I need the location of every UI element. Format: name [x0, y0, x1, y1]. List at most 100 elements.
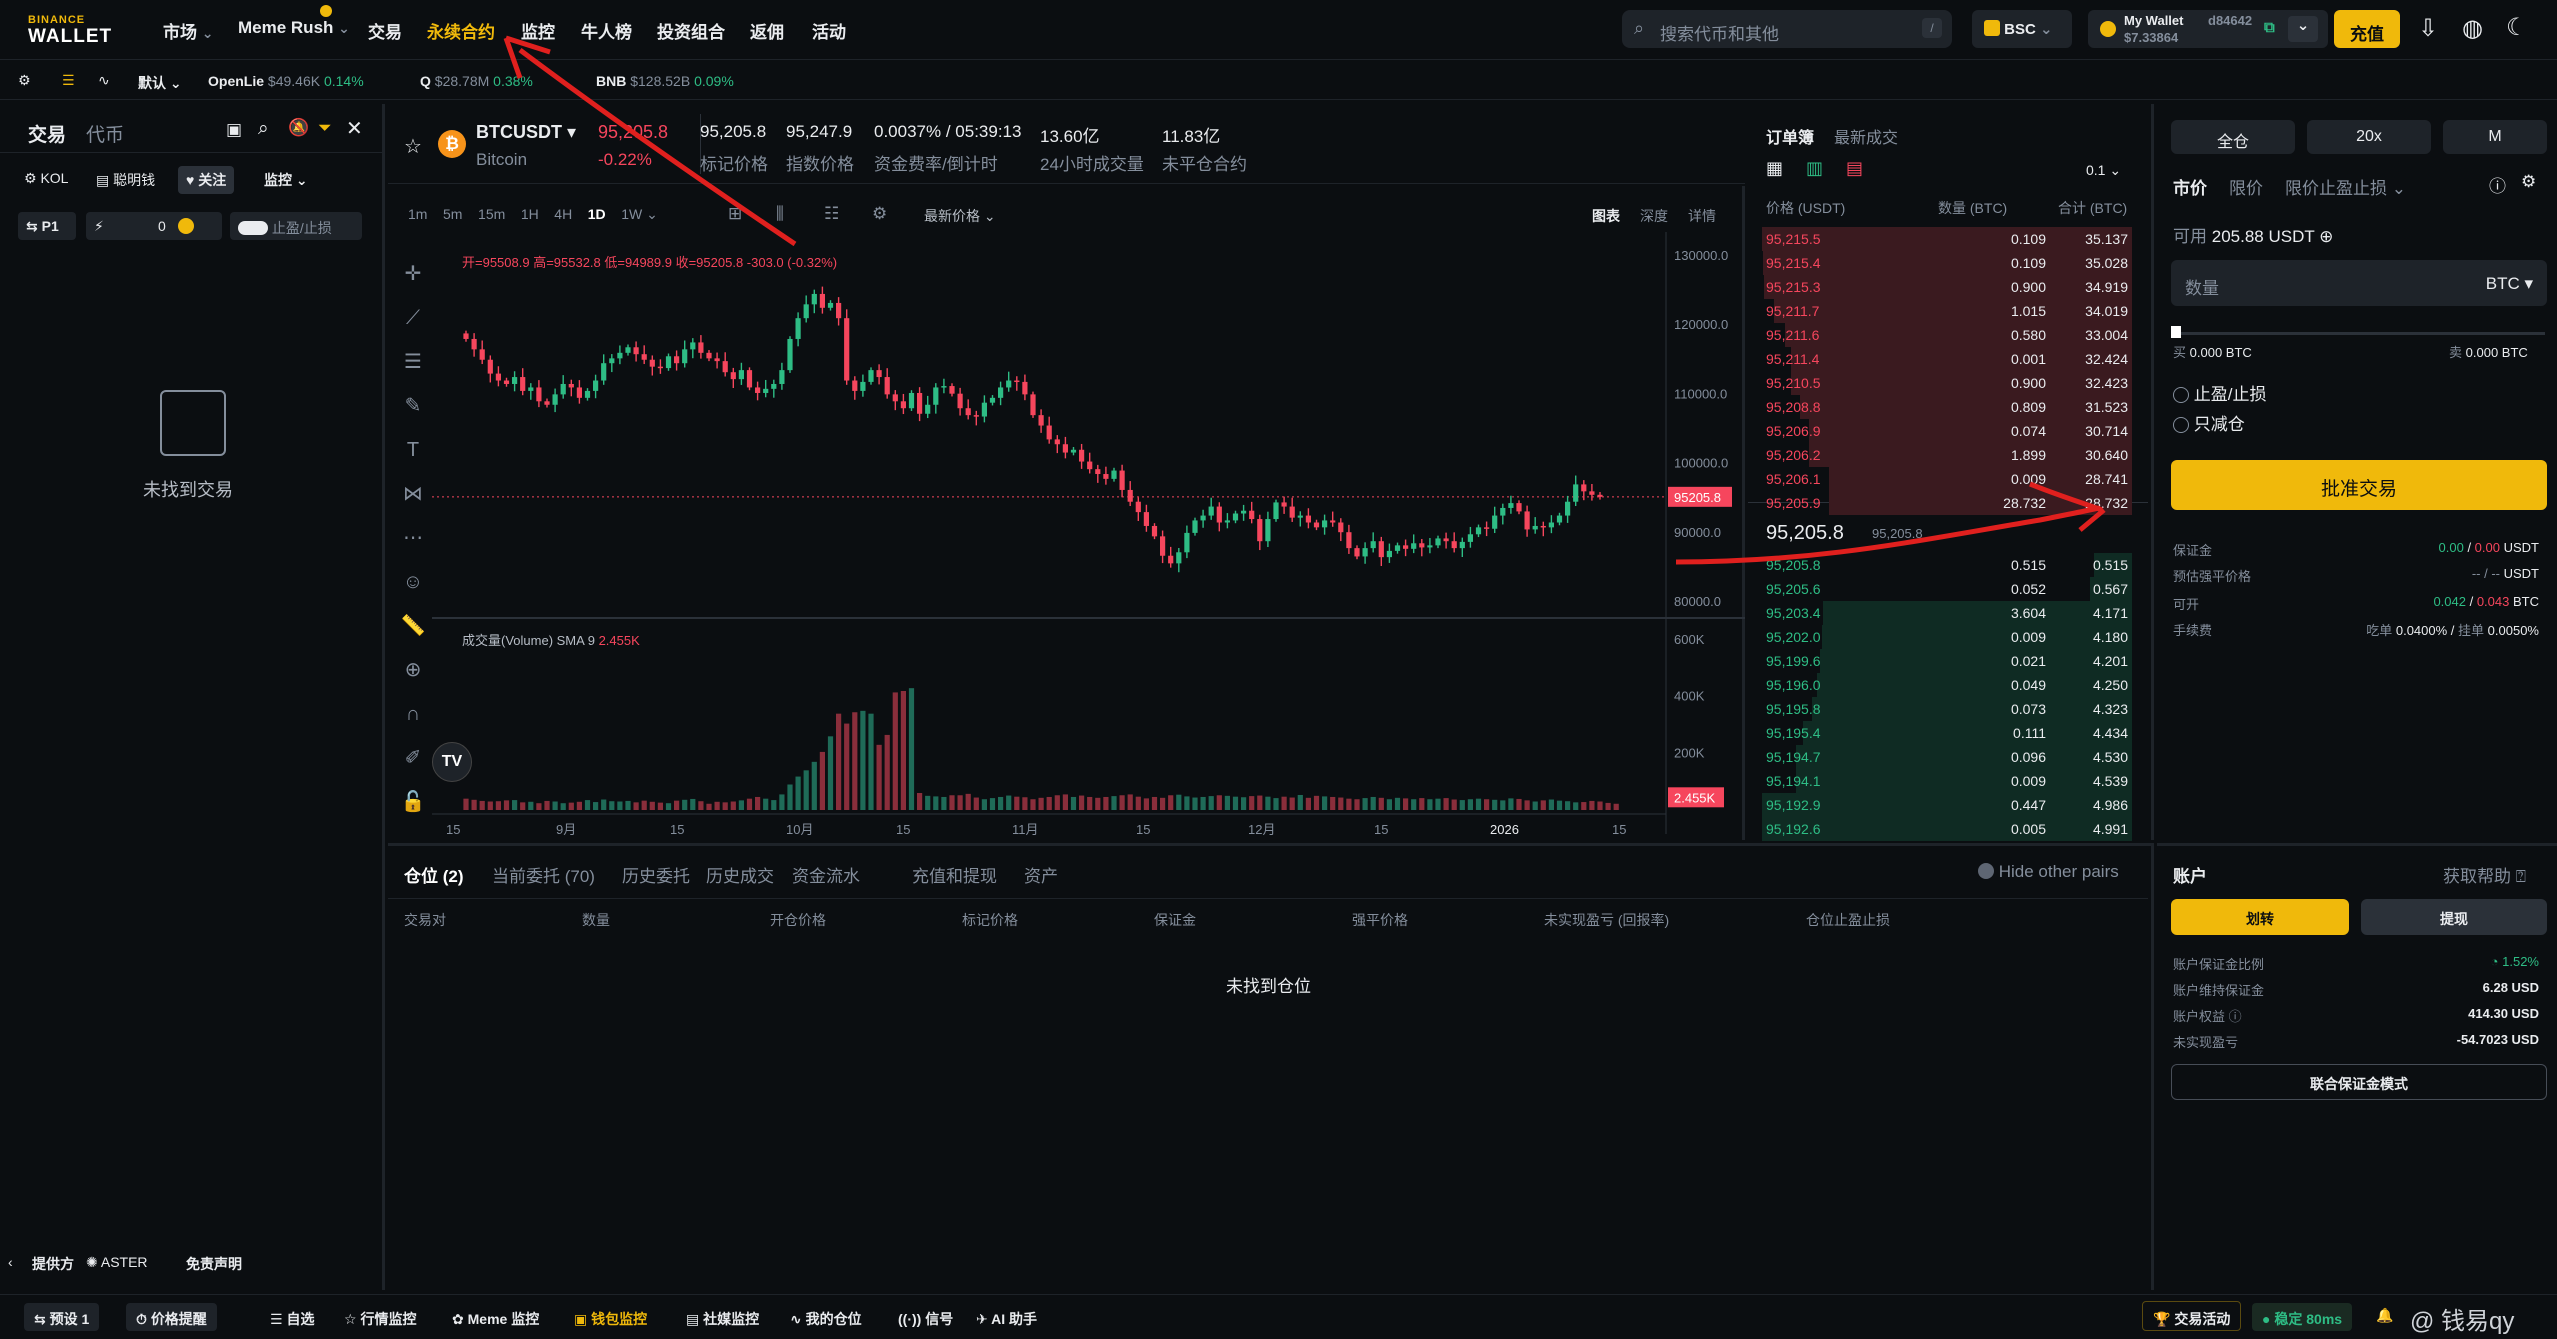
ask-row[interactable]: 95,215.4 0.109 35.028	[1762, 251, 2132, 275]
measure-icon[interactable]: ⋯	[403, 527, 423, 549]
gear-icon[interactable]: ⚙	[2521, 172, 2537, 191]
gear-icon[interactable]: ⚙	[872, 204, 888, 223]
crosshair-icon[interactable]: ✛	[404, 263, 422, 285]
my-positions-button[interactable]: ∿ 我的仓位	[790, 1311, 862, 1327]
bid-row[interactable]: 95,195.4 0.111 4.434	[1762, 721, 2132, 745]
wallet-select[interactable]: My Wallet d84642 $7.33864 ⧉ ⌄	[2088, 10, 2328, 48]
position-column-1[interactable]: 数量	[582, 912, 610, 928]
ask-row[interactable]: 95,211.7 1.015 34.019	[1762, 299, 2132, 323]
search-icon[interactable]: ⌕	[258, 118, 269, 139]
ticker-item-1[interactable]: Q $28.78M 0.38%	[420, 73, 533, 89]
price-alert-button[interactable]: ⏱ 价格提醒	[126, 1303, 217, 1331]
ask-row[interactable]: 95,205.9 28.732 28.732	[1762, 491, 2132, 515]
emoji-icon[interactable]: ☺	[402, 571, 424, 593]
disclaimer-link[interactable]: 免责声明	[186, 1256, 242, 1272]
download-icon[interactable]: ⇩	[2418, 15, 2439, 42]
quantity-input[interactable]: 数量 BTC ▾	[2171, 260, 2547, 306]
signals-button[interactable]: ((·)) 信号	[898, 1311, 954, 1327]
quantity-slider[interactable]	[2175, 332, 2545, 335]
lock-icon[interactable]: 🔓	[400, 791, 426, 813]
leverage-button[interactable]: 20x	[2307, 120, 2431, 154]
settings-icon[interactable]: ⚙	[18, 72, 31, 88]
ask-row[interactable]: 95,215.5 0.109 35.137	[1762, 227, 2132, 251]
ask-row[interactable]: 95,206.2 1.899 30.640	[1762, 443, 2132, 467]
nav-events[interactable]: 活动	[812, 23, 846, 42]
preset-select[interactable]: 默认 ⌄	[138, 75, 182, 91]
nav-trade[interactable]: 交易	[368, 23, 402, 42]
preset-p1-button[interactable]: ⇆ P1	[18, 212, 76, 240]
provider-aster[interactable]: ✺ ASTER	[86, 1254, 148, 1270]
filter-monitor[interactable]: 监控 ⌄	[264, 172, 308, 188]
market-monitor-button[interactable]: ☆ 行情监控	[344, 1311, 417, 1327]
ticker-item-2[interactable]: BNB $128.52B 0.09%	[596, 73, 734, 89]
nav-monitor[interactable]: 监控	[521, 23, 555, 42]
reduce-only-checkbox[interactable]: 只减仓	[2173, 410, 2245, 435]
ask-row[interactable]: 95,206.9 0.074 30.714	[1762, 419, 2132, 443]
magnet-icon[interactable]: ∩	[405, 703, 421, 725]
nav-market[interactable]: 市场 ⌄	[163, 23, 214, 42]
tpsl-checkbox[interactable]: 止盈/止损	[2173, 380, 2266, 405]
watchlist-button[interactable]: ☰ 自选	[270, 1311, 315, 1327]
meme-monitor-button[interactable]: ✿ Meme 监控	[452, 1311, 540, 1327]
nav-portfolio[interactable]: 投资组合	[657, 23, 725, 42]
star-icon[interactable]: ☆	[404, 136, 422, 158]
transfer-button[interactable]: 划转	[2171, 899, 2349, 935]
text-icon[interactable]: T	[406, 439, 420, 461]
mute-icon[interactable]: 🔕	[288, 118, 310, 137]
logo[interactable]: BINANCE WALLET	[28, 14, 112, 48]
pair-select[interactable]: BTCUSDT ▾	[476, 122, 577, 142]
filter-kol[interactable]: ⚙ KOL	[24, 170, 69, 186]
withdraw-button[interactable]: 提现	[2361, 899, 2547, 935]
bid-row[interactable]: 95,199.6 0.021 4.201	[1762, 649, 2132, 673]
bid-row[interactable]: 95,192.9 0.447 4.986	[1762, 793, 2132, 817]
bid-row[interactable]: 95,194.1 0.009 4.539	[1762, 769, 2132, 793]
collapse-icon[interactable]: ‹	[8, 1254, 13, 1270]
bid-row[interactable]: 95,203.4 3.604 4.171	[1762, 601, 2132, 625]
filter-following[interactable]: ♥ 关注	[178, 166, 235, 194]
wallet-monitor-button[interactable]: ▣ 钱包监控	[574, 1311, 648, 1327]
slider-handle[interactable]	[2171, 326, 2181, 338]
lock-draw-icon[interactable]: ✐	[404, 747, 422, 769]
add-funds-icon[interactable]: ⊕	[2319, 227, 2334, 246]
bid-row[interactable]: 95,192.6 0.005 4.991	[1762, 817, 2132, 841]
margin-mode-button[interactable]: 全仓	[2171, 120, 2295, 154]
nav-perpetual[interactable]: 永续合约	[427, 23, 495, 42]
preset-1-button[interactable]: ⇆ 预设 1	[24, 1303, 100, 1331]
ask-row[interactable]: 95,208.8 0.809 31.523	[1762, 395, 2132, 419]
unit-select[interactable]: BTC ▾	[2485, 274, 2533, 293]
info-icon[interactable]: ⓘ	[2228, 1009, 2242, 1024]
ask-row[interactable]: 95,211.4 0.001 32.424	[1762, 347, 2132, 371]
position-column-4[interactable]: 保证金	[1154, 912, 1196, 928]
list-icon[interactable]: ☷	[824, 204, 840, 223]
trading-event-button[interactable]: 🏆 交易活动	[2142, 1301, 2242, 1331]
interval-1m[interactable]: 1m	[408, 206, 428, 222]
interval-5m[interactable]: 5m	[443, 206, 463, 222]
bid-row[interactable]: 95,205.6 0.052 0.567	[1762, 577, 2132, 601]
fib-icon[interactable]: ☰	[404, 351, 422, 373]
info-icon[interactable]: ⓘ	[2489, 177, 2506, 196]
ask-row[interactable]: 95,210.5 0.900 32.423	[1762, 371, 2132, 395]
bid-row[interactable]: 95,194.7 0.096 4.530	[1762, 745, 2132, 769]
book-both-icon[interactable]: ▦	[1766, 158, 1784, 178]
window-icon[interactable]: ▣	[226, 120, 243, 139]
price-chart[interactable]: 130000.0 120000.0 110000.0 100000.0 90000.0 8…	[388, 186, 1745, 840]
tab-tokens[interactable]: 代币	[86, 125, 125, 146]
position-tab-3[interactable]: 历史成交	[706, 867, 774, 886]
quick-buy-amount[interactable]: ⚡ 0	[86, 212, 222, 240]
tab-trades[interactable]: 交易	[28, 125, 67, 146]
chevron-down-icon[interactable]: ⌄	[2288, 16, 2318, 42]
position-tab-5[interactable]: 充值和提现	[912, 867, 997, 886]
help-link[interactable]: 获取帮助 ⍰	[2443, 867, 2526, 886]
position-tab-0[interactable]: 仓位 (2)	[404, 867, 464, 886]
bid-row[interactable]: 95,195.8 0.073 4.323	[1762, 697, 2132, 721]
position-tab-6[interactable]: 资产	[1024, 867, 1058, 886]
position-tab-4[interactable]: 资金流水	[792, 867, 860, 886]
order-type-market[interactable]: 市价	[2173, 179, 2207, 198]
chart-icon[interactable]: ∿	[98, 72, 110, 88]
bid-row[interactable]: 95,205.8 0.515 0.515	[1762, 553, 2132, 577]
tab-recent-trades[interactable]: 最新成交	[1834, 130, 1899, 147]
bid-row[interactable]: 95,196.0 0.049 4.250	[1762, 673, 2132, 697]
ruler-icon[interactable]: 📏	[400, 615, 426, 637]
globe-icon[interactable]: ◍	[2462, 15, 2483, 42]
book-asks-icon[interactable]: ▤	[1846, 158, 1864, 178]
